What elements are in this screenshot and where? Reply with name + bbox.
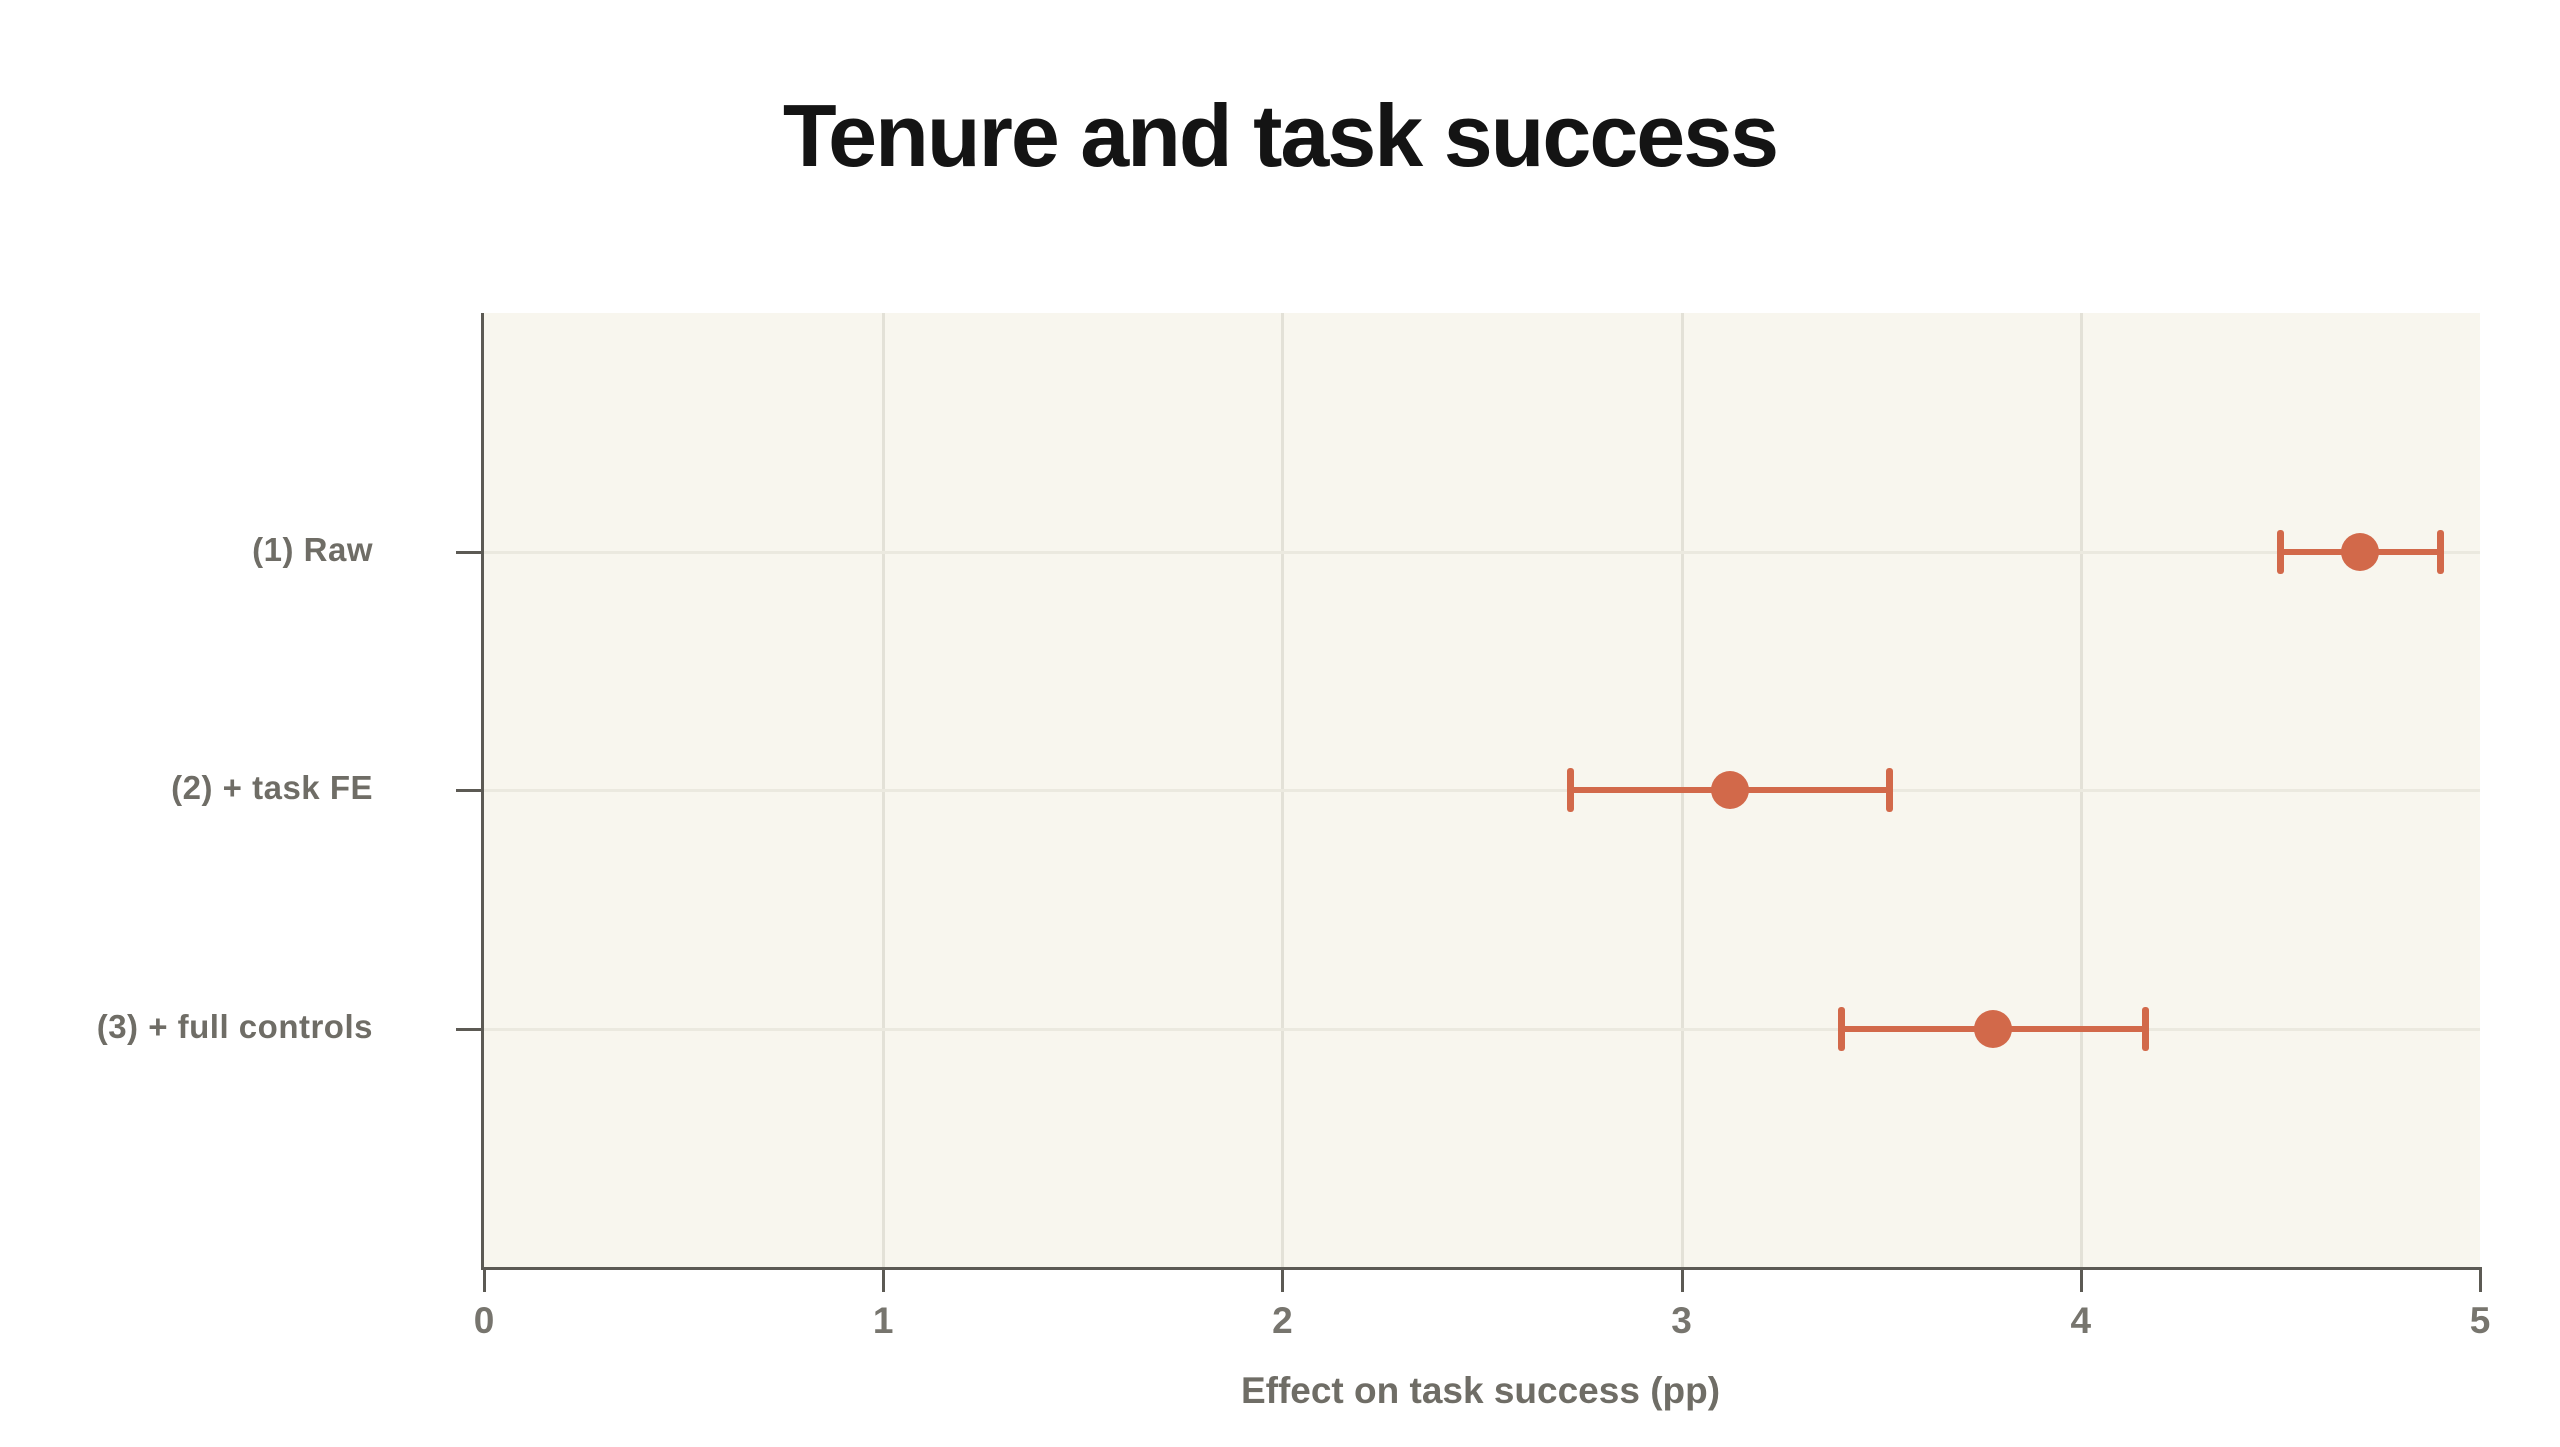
chart-title: Tenure and task success (782, 86, 1779, 185)
x-tick-5 (2479, 1267, 2482, 1292)
category-label-2: (3) + full controls (96, 1007, 373, 1045)
category-label-1: (2) + task FE (171, 769, 373, 806)
x-tick-3 (1680, 1267, 1684, 1292)
y-tick-1 (456, 789, 481, 792)
x-tick-label-4: 4 (2070, 1300, 2092, 1341)
series-layer (484, 313, 2480, 1267)
gridline-y-2 (484, 1027, 2480, 1031)
estimate-dot-2 (1973, 1009, 2012, 1048)
category-label-0: (1) Raw (252, 530, 373, 568)
ci-cap-low-2 (1838, 1006, 1846, 1051)
estimate-dot-1 (1710, 771, 1749, 809)
x-tick-2 (1281, 1267, 1285, 1292)
x-tick-label-0: 0 (473, 1300, 495, 1341)
ci-cap-high-1 (1886, 768, 1894, 812)
estimate-dot-0 (2341, 532, 2380, 571)
ci-cap-low-0 (2277, 529, 2285, 574)
ci-cap-high-2 (2141, 1006, 2149, 1051)
x-tick-label-2: 2 (1272, 1300, 1293, 1341)
x-tick-label-3: 3 (1671, 1300, 1692, 1341)
x-axis-label: Effect on task success (pp) (1240, 1370, 1721, 1411)
plot-area (481, 313, 2480, 1270)
x-tick-0 (483, 1267, 486, 1292)
x-tick-4 (2079, 1267, 2083, 1292)
x-tick-label-1: 1 (872, 1300, 894, 1341)
gridline-y-0 (484, 550, 2480, 554)
ci-cap-low-1 (1566, 768, 1574, 812)
y-tick-2 (456, 1027, 481, 1031)
gridline-y-1 (484, 789, 2480, 792)
x-tick-1 (882, 1267, 886, 1292)
y-tick-0 (456, 550, 481, 554)
ci-cap-high-0 (2437, 529, 2445, 574)
x-tick-label-5: 5 (2469, 1300, 2491, 1341)
